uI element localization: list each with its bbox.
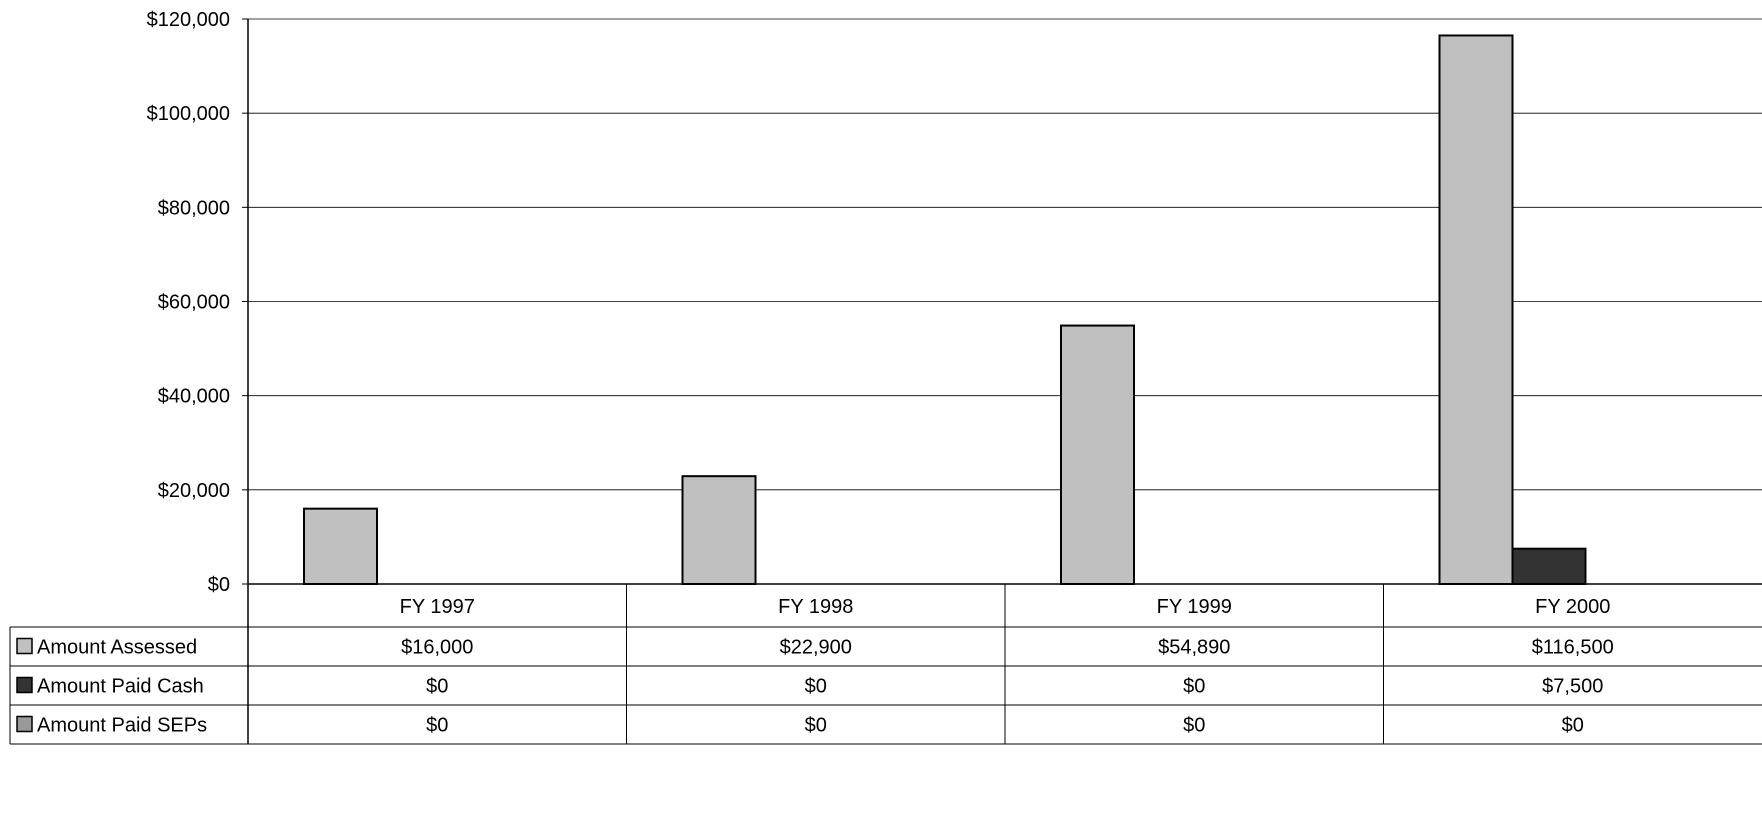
legend-swatch bbox=[16, 637, 33, 655]
y-tick-label: $20,000 bbox=[158, 480, 230, 502]
x-category-label: FY 1997 bbox=[400, 596, 475, 618]
legend-label: Amount Assessed bbox=[37, 637, 197, 659]
bar bbox=[303, 507, 378, 585]
bar bbox=[681, 475, 757, 585]
bars bbox=[303, 34, 1587, 585]
legend-swatch bbox=[16, 676, 33, 694]
y-tick-label: $100,000 bbox=[147, 103, 230, 125]
data-label: $0 bbox=[1562, 715, 1584, 737]
x-category-label: FY 1998 bbox=[778, 596, 853, 618]
data-label: $0 bbox=[1183, 715, 1205, 737]
x-category-label: FY 2000 bbox=[1535, 596, 1610, 618]
data-table: FY 1997 FY 1998 FY 1999 FY 2000 Amount Asses… bbox=[9, 584, 1762, 745]
data-label: $16,000 bbox=[401, 637, 473, 659]
data-label: $116,500 bbox=[1532, 637, 1614, 659]
y-tick-label: $120,000 bbox=[147, 9, 230, 31]
y-tick-label: $60,000 bbox=[158, 292, 230, 314]
data-label: $22,900 bbox=[780, 637, 852, 659]
legend-label: Amount Paid SEPs bbox=[37, 715, 207, 737]
data-label: $0 bbox=[805, 715, 827, 737]
gridlines bbox=[248, 18, 1762, 491]
y-tick-label: $40,000 bbox=[158, 386, 230, 408]
x-category-label: FY 1999 bbox=[1157, 596, 1232, 618]
data-label: $0 bbox=[805, 676, 827, 698]
bar bbox=[1511, 547, 1587, 585]
data-label: $0 bbox=[1183, 676, 1205, 698]
legend-swatch bbox=[16, 715, 33, 733]
data-label: $54,890 bbox=[1158, 637, 1230, 659]
data-label: $0 bbox=[426, 676, 448, 698]
bar bbox=[1438, 34, 1514, 585]
data-label: $7,500 bbox=[1542, 676, 1603, 698]
bar bbox=[1060, 324, 1135, 585]
y-axis-tick-labels: $0 $20,000 $40,000 $60,000 $80,000 $100,000 $1… bbox=[147, 9, 230, 596]
y-tick-label: $0 bbox=[208, 574, 230, 596]
data-label: $0 bbox=[426, 715, 448, 737]
y-tick-label: $80,000 bbox=[158, 197, 230, 219]
legend-label: Amount Paid Cash bbox=[37, 676, 204, 698]
